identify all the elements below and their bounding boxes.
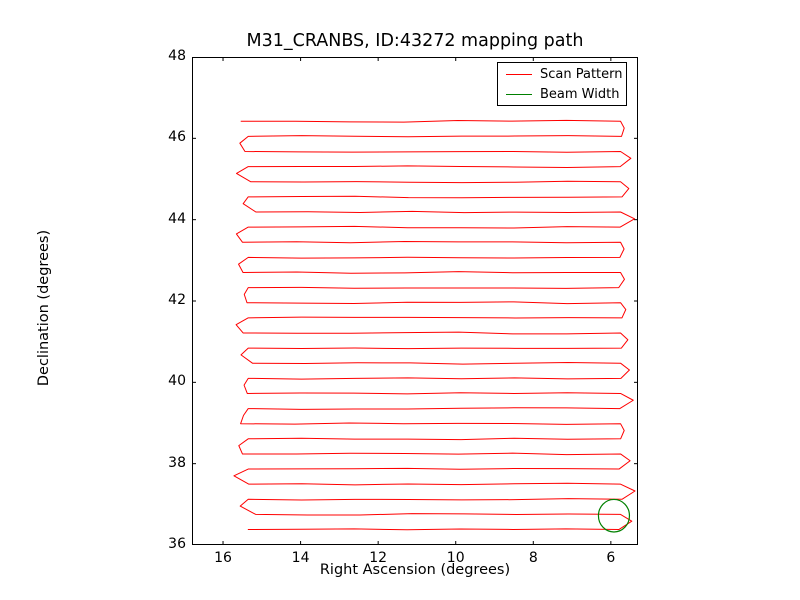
x-tick-label: 8 [528, 550, 538, 566]
y-tick-label: 42 [168, 292, 186, 308]
y-tick-label: 40 [168, 373, 186, 390]
y-tick-label: 44 [168, 210, 186, 227]
scan-pattern-series [233, 119, 636, 531]
y-tick-label: 38 [168, 454, 186, 471]
x-tick-label: 14 [291, 550, 310, 566]
x-tick-label: 16 [214, 550, 232, 566]
legend-color-swatch-scan-pattern [506, 74, 532, 75]
x-tick-label: 12 [369, 550, 388, 566]
axes-frame [192, 57, 638, 545]
legend-label-scan-pattern: Scan Pattern [540, 67, 623, 82]
legend-color-swatch-beam-width [506, 94, 532, 95]
x-axis-label: Right Ascension (degrees) [319, 562, 511, 578]
beam-width-series [597, 498, 631, 533]
y-tick-label: 46 [168, 129, 186, 146]
x-tick-label: 6 [606, 550, 616, 566]
y-tick-label: 48 [168, 48, 186, 64]
legend-item-scan-pattern: Scan Pattern [498, 65, 626, 85]
page-title: M31_CRANBS, ID:43272 mapping path [246, 31, 584, 51]
plot-axes-area [192, 57, 638, 545]
y-tick-label: 36 [168, 536, 186, 552]
legend: Scan Pattern Beam Width [497, 62, 627, 106]
scan-pattern-plot [192, 57, 638, 545]
y-axis-label: Declination (degrees) [36, 229, 52, 387]
axis-ticks [192, 57, 638, 545]
legend-label-beam-width: Beam Width [540, 87, 620, 102]
legend-item-beam-width: Beam Width [498, 85, 626, 105]
x-tick-label: 10 [446, 550, 465, 566]
